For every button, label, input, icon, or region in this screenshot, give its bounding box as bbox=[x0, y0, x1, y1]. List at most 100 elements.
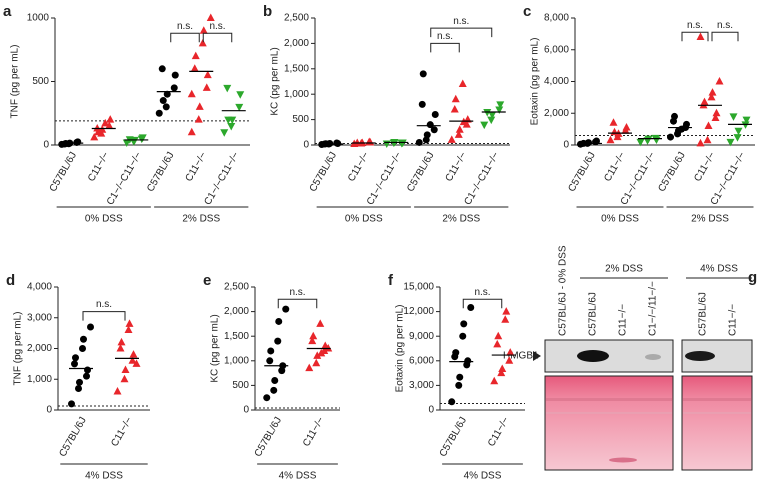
y-tick-label: 4,000 bbox=[27, 282, 52, 293]
x-tick-label: C11−/− bbox=[602, 150, 628, 183]
band bbox=[577, 350, 609, 362]
significance-label: n.s. bbox=[209, 21, 225, 32]
y-axis-label: TNF (pg per mL) bbox=[13, 312, 24, 386]
x-tick-label: C57BL/6J bbox=[656, 150, 687, 194]
group-label: 4% DSS bbox=[85, 471, 123, 480]
lane-label: C1−/−/11−/− bbox=[648, 281, 659, 336]
ponceau-band bbox=[683, 398, 751, 401]
x-tick-label: C11−/− bbox=[692, 150, 718, 183]
y-tick-label: 3,000 bbox=[409, 380, 434, 391]
data-point bbox=[71, 360, 78, 368]
data-point bbox=[121, 365, 130, 374]
y-tick-label: 500 bbox=[232, 380, 249, 391]
panel-letter: a bbox=[3, 3, 12, 20]
data-point bbox=[490, 376, 499, 385]
x-tick-label: C11−/− bbox=[486, 415, 512, 448]
data-point bbox=[431, 111, 439, 119]
data-point bbox=[113, 387, 122, 395]
data-point bbox=[423, 131, 431, 139]
y-tick-label: 0 bbox=[243, 405, 249, 416]
x-tick-label: C57BL/6J bbox=[438, 415, 469, 459]
significance-bracket bbox=[82, 311, 126, 321]
data-point bbox=[502, 307, 511, 315]
y-tick-label: 6,000 bbox=[544, 44, 569, 55]
data-point bbox=[105, 121, 114, 129]
data-point bbox=[68, 400, 75, 408]
data-point bbox=[671, 112, 678, 120]
significance-bracket bbox=[430, 27, 493, 38]
significance-label: n.s. bbox=[289, 287, 305, 298]
data-point bbox=[505, 356, 514, 364]
x-tick-label: C11−/− bbox=[346, 150, 372, 183]
data-point bbox=[275, 317, 283, 325]
y-tick-label: 0 bbox=[303, 140, 309, 151]
y-axis-label: KC (pg per mL) bbox=[270, 47, 281, 115]
blot: g 2% DSS 4% DSS C57BL/6J - 0% DSS C57BL/… bbox=[503, 245, 757, 471]
data-point bbox=[271, 376, 279, 384]
significance-bracket bbox=[711, 31, 739, 42]
data-point bbox=[206, 13, 215, 21]
y-tick-label: 12,000 bbox=[403, 306, 434, 317]
data-point bbox=[87, 323, 94, 331]
data-point bbox=[636, 138, 645, 147]
data-point bbox=[480, 121, 489, 130]
data-point bbox=[163, 90, 171, 98]
panel-letter: d bbox=[6, 272, 15, 289]
data-point bbox=[497, 368, 506, 377]
lane-label: C57BL/6J - 0% DSS bbox=[558, 245, 569, 336]
data-point bbox=[162, 103, 170, 111]
y-tick-label: 2,000 bbox=[27, 343, 52, 354]
data-point bbox=[734, 127, 743, 136]
x-tick-label: C57BL/6J bbox=[48, 150, 79, 194]
data-point bbox=[644, 135, 653, 144]
y-tick-label: 4,000 bbox=[544, 76, 569, 87]
data-point bbox=[190, 64, 199, 72]
data-point bbox=[220, 129, 229, 137]
data-point bbox=[270, 386, 278, 394]
data-point bbox=[94, 127, 103, 136]
data-point bbox=[610, 127, 619, 136]
y-tick-label: 1,500 bbox=[224, 331, 249, 342]
y-axis-label: TNF (pg per mL) bbox=[10, 45, 21, 119]
group-label: 0% DSS bbox=[601, 214, 639, 225]
group-label: 2% DSS bbox=[182, 214, 220, 225]
data-point bbox=[501, 315, 510, 323]
significance-label: n.s. bbox=[437, 31, 453, 42]
data-point bbox=[704, 121, 713, 129]
y-tick-label: 500 bbox=[292, 114, 309, 125]
y-tick-label: 6,000 bbox=[409, 355, 434, 366]
data-point bbox=[124, 325, 133, 334]
ponceau-band bbox=[546, 412, 672, 414]
y-tick-label: 9,000 bbox=[409, 331, 434, 342]
data-point bbox=[116, 344, 125, 352]
lane-label: C11−/− bbox=[618, 304, 629, 336]
data-point bbox=[76, 378, 83, 386]
data-point bbox=[733, 134, 742, 142]
data-point bbox=[606, 135, 615, 144]
data-point bbox=[90, 132, 99, 141]
data-point bbox=[130, 136, 139, 145]
data-point bbox=[79, 345, 86, 352]
y-tick-label: 0 bbox=[43, 140, 49, 151]
y-tick-label: 1,500 bbox=[284, 63, 309, 74]
x-tick-label: C11−/− bbox=[184, 150, 210, 183]
data-point bbox=[198, 38, 207, 47]
y-tick-label: 2,000 bbox=[284, 38, 309, 49]
band bbox=[645, 354, 661, 360]
data-point bbox=[708, 88, 717, 96]
group-label: 2% DSS bbox=[442, 214, 480, 225]
y-axis-label: KC (pg per mL) bbox=[210, 314, 221, 382]
data-point bbox=[419, 70, 427, 78]
data-point bbox=[415, 138, 423, 146]
x-tick-label: C1−/−C11−/− bbox=[105, 150, 144, 207]
data-point bbox=[456, 373, 464, 381]
y-tick-label: 1,000 bbox=[224, 355, 249, 366]
data-point bbox=[158, 65, 166, 73]
data-point bbox=[678, 125, 685, 133]
data-point bbox=[125, 319, 134, 327]
data-point bbox=[117, 337, 126, 346]
y-tick-label: 8,000 bbox=[544, 13, 569, 24]
data-point bbox=[495, 106, 504, 114]
x-tick-label: C57BL/6J bbox=[253, 415, 284, 459]
data-point bbox=[84, 366, 91, 374]
